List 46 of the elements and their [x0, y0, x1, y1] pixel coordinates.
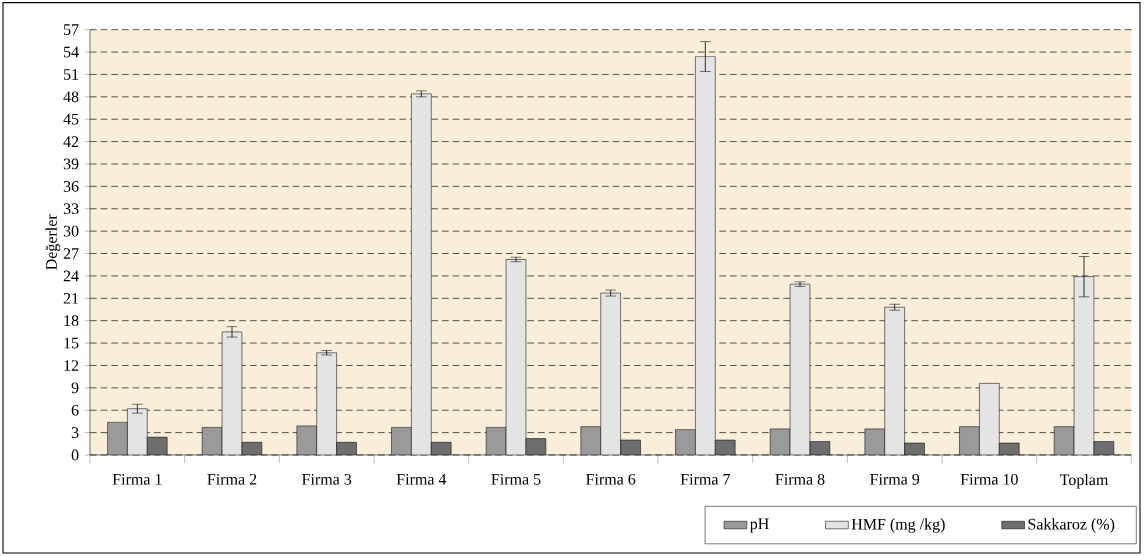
y-tick-label: 9 — [71, 382, 79, 394]
x-tick-label: Firma 7 — [680, 473, 730, 485]
y-tick-label: 42 — [63, 136, 79, 147]
y-tick-label: 0 — [71, 449, 79, 461]
y-tick-label: 15 — [64, 337, 79, 349]
legend-label: pH — [749, 518, 769, 533]
y-tick-label: 54 — [63, 46, 79, 58]
y-tick-label: 45 — [63, 113, 79, 125]
y-tick-label: 39 — [63, 158, 79, 170]
y-tick-label: 57 — [63, 24, 79, 35]
y-tick-label: 36 — [63, 180, 79, 192]
x-tick-label: Firma 6 — [586, 473, 636, 485]
x-tick-label: Firma 4 — [396, 473, 447, 485]
bar — [506, 259, 526, 455]
y-tick-label: 48 — [63, 91, 79, 103]
y-tick-label: 21 — [63, 292, 79, 304]
x-tick-label: Firma 3 — [302, 473, 352, 485]
bar — [222, 331, 242, 455]
x-tick-label: Firma 9 — [870, 473, 920, 485]
y-tick-label: 18 — [64, 315, 79, 327]
bar — [127, 408, 148, 455]
bar — [316, 352, 337, 455]
y-tick-label: 3 — [71, 427, 79, 438]
y-tick-label: 24 — [63, 270, 79, 282]
bar — [411, 93, 432, 455]
y-axis-title: Değerler — [45, 214, 61, 270]
x-tick-label: Toplam — [1059, 473, 1109, 489]
x-tick-label: Firma 8 — [775, 473, 825, 485]
bar — [1073, 276, 1095, 455]
bar — [979, 383, 1000, 455]
y-tick-label: 51 — [63, 69, 79, 80]
y-tick-label: 30 — [63, 225, 79, 237]
y-tick-label: 12 — [64, 360, 79, 371]
x-tick-label: Firma 1 — [112, 473, 162, 485]
bar — [600, 293, 621, 455]
y-tick-label: 33 — [63, 203, 79, 215]
bar — [695, 56, 716, 455]
x-tick-label: Firma 10 — [960, 473, 1018, 485]
bar — [790, 284, 810, 455]
bar — [884, 307, 905, 455]
legend-label: HMF (mg /kg) — [851, 518, 945, 533]
y-tick-label: 27 — [63, 248, 79, 259]
x-tick-label: Firma 5 — [491, 473, 541, 485]
legend-label: Sakkaroz (%) — [1028, 518, 1115, 533]
x-tick-label: Firma 2 — [207, 473, 257, 485]
y-tick-label: 6 — [71, 404, 79, 416]
